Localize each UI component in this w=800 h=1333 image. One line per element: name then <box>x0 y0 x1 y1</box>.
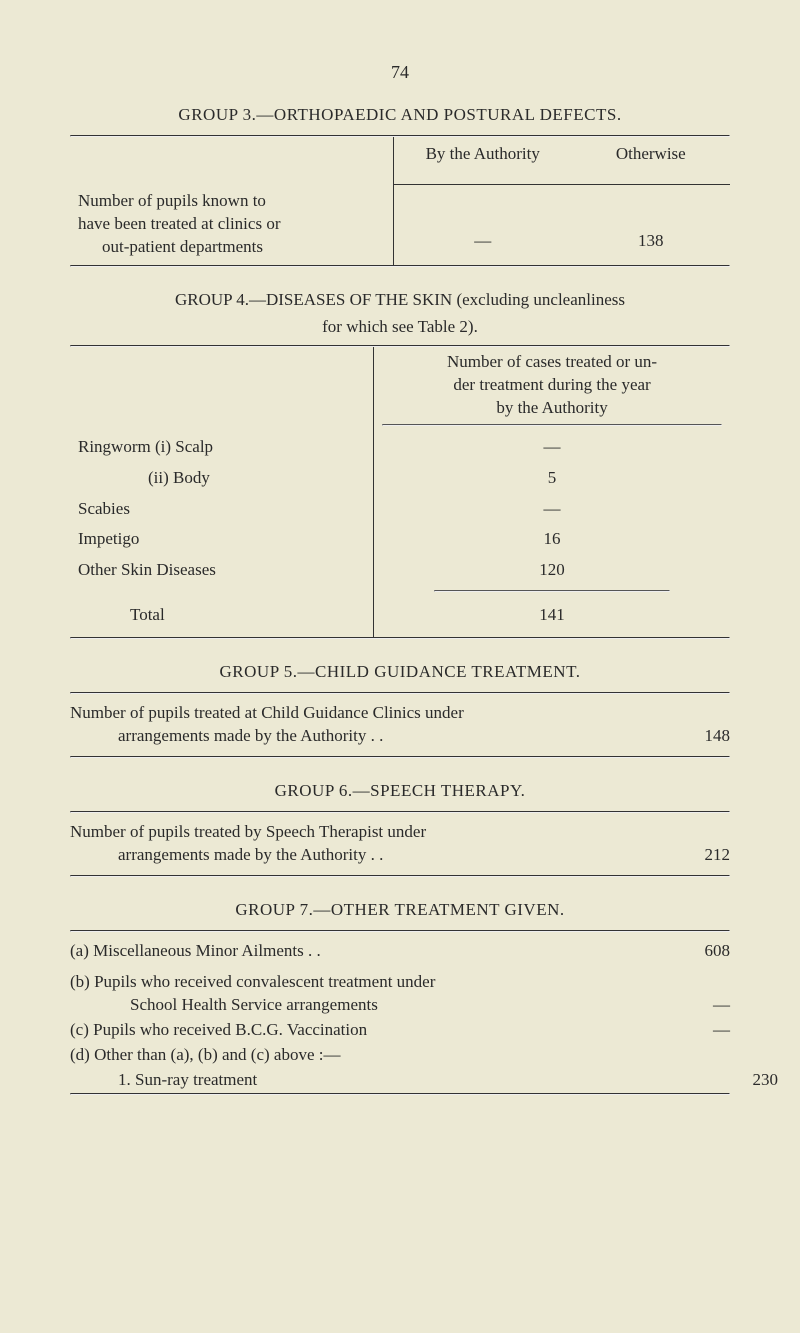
group6-heading: GROUP 6.—SPEECH THERAPY. <box>70 780 730 803</box>
value: — <box>474 231 491 250</box>
table-cell: (ii) Body <box>70 463 374 494</box>
group6-text: Number of pupils treated by Speech Thera… <box>70 821 730 867</box>
group7-b: (b) Pupils who received convalescent tre… <box>70 971 730 1017</box>
label: der treatment during the year <box>453 375 650 394</box>
value: — <box>670 994 730 1017</box>
table-cell: — <box>374 432 730 463</box>
label: (ii) Body <box>78 467 210 490</box>
table-cell <box>70 172 393 184</box>
table-cell: — <box>393 184 571 265</box>
label: out-patient departments <box>78 236 263 259</box>
label: By the Authority <box>426 144 540 163</box>
group4-heading: GROUP 4.—DISEASES OF THE SKIN (excluding… <box>70 289 730 339</box>
divider <box>70 811 730 813</box>
group7-c: (c) Pupils who received B.C.G. Vaccinati… <box>70 1019 730 1042</box>
value: 138 <box>638 231 664 250</box>
divider <box>70 1093 730 1095</box>
group3-heading: GROUP 3.—ORTHOPAEDIC AND POSTURAL DEFECT… <box>70 104 730 127</box>
label: 1. Sun-ray treatment <box>118 1070 257 1089</box>
table-cell: Ringworm (i) Scalp <box>70 432 374 463</box>
table-header: Number of cases treated or un- der treat… <box>374 347 730 424</box>
table-header: Otherwise <box>572 137 730 172</box>
value: 608 <box>670 940 730 963</box>
table-cell: 16 <box>374 524 730 555</box>
divider <box>382 424 722 426</box>
label: by the Authority <box>496 398 607 417</box>
table-cell <box>70 424 374 432</box>
heading-line: GROUP 4.—DISEASES OF THE SKIN (excluding… <box>70 289 730 312</box>
label: Scabies <box>78 499 130 518</box>
text-line: School Health Service arrangements <box>70 995 378 1014</box>
page-number: 74 <box>70 60 730 84</box>
divider <box>70 692 730 694</box>
value: 141 <box>539 605 565 624</box>
divider <box>434 590 670 592</box>
table-cell: 141 <box>374 594 730 637</box>
table-cell: Total <box>70 594 374 637</box>
label: Impetigo <box>78 529 139 548</box>
table-cell: Scabies <box>70 494 374 525</box>
value: 212 <box>670 844 730 867</box>
text-line: Number of pupils treated by Speech Thera… <box>70 822 426 841</box>
value: 120 <box>539 560 565 579</box>
heading-line: for which see Table 2). <box>70 316 730 339</box>
table-cell <box>70 347 374 424</box>
label: Number of cases treated or un- <box>447 352 657 371</box>
value: 5 <box>548 468 557 487</box>
label: (c) Pupils who received B.C.G. Vaccinati… <box>70 1020 367 1039</box>
label: Total <box>130 605 165 624</box>
label: Other Skin Diseases <box>78 560 216 579</box>
table-header: By the Authority <box>393 137 571 172</box>
group3-table: By the Authority Otherwise Number of pup… <box>70 137 730 265</box>
divider <box>70 930 730 932</box>
group7-d: (d) Other than (a), (b) and (c) above :— <box>70 1044 730 1067</box>
table-cell: 5 <box>374 463 730 494</box>
table-cell <box>70 137 393 172</box>
table-cell: Number of pupils known to have been trea… <box>70 184 393 265</box>
value: — <box>670 1019 730 1042</box>
value: — <box>544 437 561 456</box>
value: — <box>544 499 561 518</box>
table-cell <box>393 172 571 184</box>
group4-table: Number of cases treated or un- der treat… <box>70 347 730 637</box>
group7-d1: 1. Sun-ray treatment 230 <box>70 1069 730 1092</box>
label: (d) Other than (a), (b) and (c) above :— <box>70 1045 340 1064</box>
table-cell <box>572 172 730 184</box>
label: Number of pupils known to <box>78 191 266 210</box>
group7-heading: GROUP 7.—OTHER TREATMENT GIVEN. <box>70 899 730 922</box>
group5-text: Number of pupils treated at Child Guidan… <box>70 702 730 748</box>
text-line: (b) Pupils who received convalescent tre… <box>70 972 435 991</box>
value: 230 <box>718 1069 778 1092</box>
label: (a) Miscellaneous Minor Ailments . . <box>70 941 321 960</box>
table-cell: Impetigo <box>70 524 374 555</box>
table-cell: 138 <box>572 184 730 265</box>
text-line: Number of pupils treated at Child Guidan… <box>70 703 464 722</box>
table-cell: Other Skin Diseases <box>70 555 374 586</box>
label: Otherwise <box>616 144 686 163</box>
label: have been treated at clinics or <box>78 214 280 233</box>
text-line: arrangements made by the Authority . . <box>70 726 383 745</box>
value: 148 <box>670 725 730 748</box>
group7-a: (a) Miscellaneous Minor Ailments . . 608 <box>70 940 730 963</box>
table-cell: 120 <box>374 555 730 586</box>
text-line: arrangements made by the Authority . . <box>70 845 383 864</box>
table-cell: — <box>374 494 730 525</box>
table-cell <box>70 586 374 594</box>
label: Ringworm (i) Scalp <box>78 437 213 456</box>
value: 16 <box>544 529 561 548</box>
group5-heading: GROUP 5.—CHILD GUIDANCE TREATMENT. <box>70 661 730 684</box>
